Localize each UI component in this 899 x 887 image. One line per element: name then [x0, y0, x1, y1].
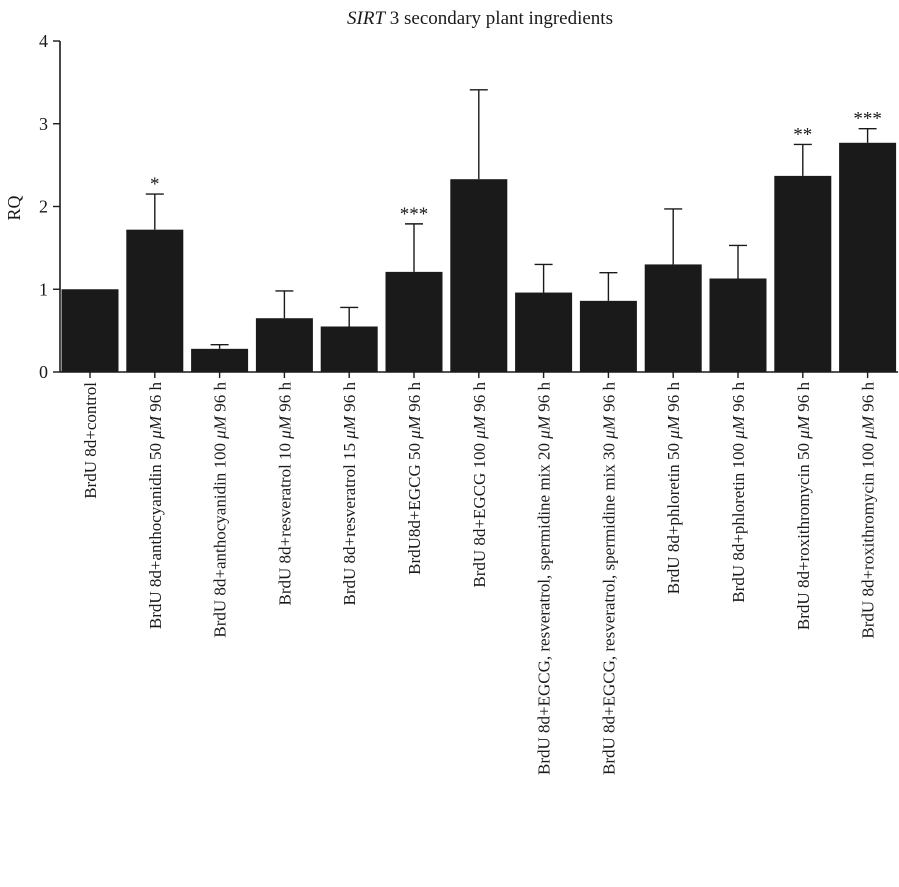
x-tick-label: BrdU 8d+phloretin 100 μM 96 h	[729, 382, 748, 603]
x-tick-label: BrdU 8d+resveratrol 15 μM 96 h	[340, 382, 359, 606]
x-tick-label: BrdU 8d+roxithromycin 50 μM 96 h	[794, 382, 813, 631]
y-tick-label: 4	[39, 31, 48, 51]
bar	[644, 264, 702, 372]
significance-label: **	[793, 124, 812, 145]
x-tick-label: BrdU 8d+phloretin 50 μM 96 h	[664, 382, 683, 595]
x-tick-label: BrdU 8d+anthocyanidin 100 μM 96 h	[211, 382, 230, 638]
chart-title-rest: 3 secondary plant ingredients	[385, 8, 613, 29]
y-tick-label: 1	[39, 279, 48, 299]
significance-label: *	[150, 174, 160, 195]
plot-area: 0 1 2 3 4 BrdU 8d+control * BrdU 8d+anthocyanid…	[39, 31, 899, 776]
x-tick-label: BrdU 8d+anthocyanidin 50 μM 96 h	[146, 382, 165, 630]
bar	[774, 175, 832, 372]
bar	[255, 318, 313, 372]
y-tick-label: 3	[39, 114, 48, 134]
x-tick-label: BrdU 8d+resveratrol 10 μM 96 h	[275, 382, 294, 606]
x-tick-label: BrdU 8d+EGCG 100 μM 96 h	[470, 382, 489, 588]
y-axis-label: RQ	[4, 195, 24, 220]
significance-label: ***	[853, 109, 882, 130]
bar	[61, 289, 119, 372]
bar	[320, 326, 378, 372]
x-tick-label: BrdU 8d+roxithromycin 100 μM 96 h	[859, 382, 878, 639]
bar	[709, 278, 767, 372]
bar	[515, 292, 573, 372]
chart-title-italic: SIRT	[347, 8, 386, 29]
y-tick-label: 0	[39, 362, 48, 382]
y-tick-label: 2	[39, 197, 48, 217]
bar	[126, 229, 184, 372]
x-tick-label: BrdU8d+EGCG 50 μM 96 h	[405, 382, 424, 575]
bar	[579, 300, 637, 372]
x-tick-label: BrdU 8d+control	[81, 382, 100, 499]
bar	[839, 142, 897, 372]
x-tick-label: BrdU 8d+EGCG, resveratrol, spermidine mi…	[535, 382, 554, 776]
chart-title: SIRT 3 secondary plant ingredients	[347, 8, 613, 29]
bar	[191, 348, 249, 372]
significance-label: ***	[400, 204, 429, 225]
x-tick-label: BrdU 8d+EGCG, resveratrol, spermidine mi…	[599, 382, 618, 776]
bar	[385, 271, 443, 372]
bar	[450, 179, 508, 372]
